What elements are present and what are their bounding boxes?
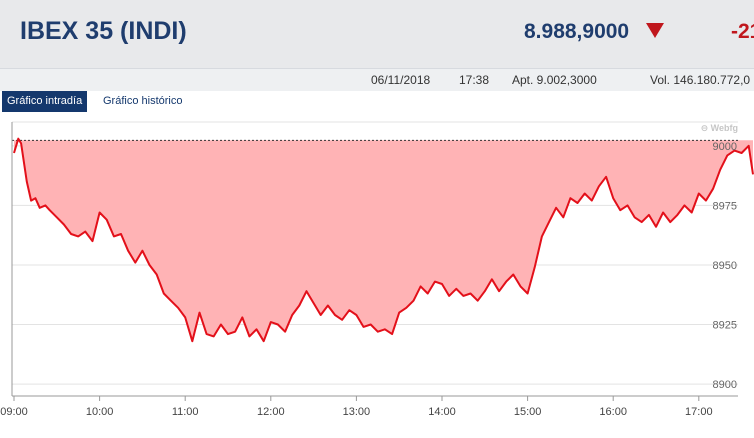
y-tick-label: 8900 (713, 379, 737, 391)
price-line (13, 137, 754, 343)
quote-header: IBEX 35 (INDI) 8.988,9000 -21 (0, 0, 754, 68)
last-price: 8.988,9000 (524, 20, 630, 43)
y-tick-label: 8925 (713, 320, 737, 332)
x-tick-label: 12:00 (257, 406, 285, 418)
x-tick-label: 15:00 (514, 406, 542, 418)
x-tick-label: 10:00 (86, 406, 114, 418)
chart-svg: 09:00 10:00 11:00 12:00 13:00 14:00 15:00 16:00… (0, 121, 754, 418)
x-tick-label: 09:00 (0, 406, 28, 418)
index-title: IBEX 35 (INDI) (20, 17, 187, 45)
y-tick-label: 8975 (713, 200, 737, 212)
price-change: -21 (731, 20, 754, 43)
tab-intraday[interactable]: Gráfico intradía (2, 91, 88, 112)
y-tick-label: 9000 (713, 141, 737, 153)
x-tick-label: 11:00 (172, 406, 199, 418)
down-arrow-icon (646, 23, 664, 38)
watermark-logo: ⊖ Webfg (701, 123, 738, 133)
quote-time: 17:38 (459, 73, 490, 87)
quote-date: 06/11/2018 (371, 73, 431, 87)
y-tick-label: 8950 (713, 260, 737, 272)
intraday-chart: 09:00 10:00 11:00 12:00 13:00 14:00 15:00 16:00… (0, 112, 754, 433)
tab-historic[interactable]: Gráfico histórico (103, 95, 183, 107)
opening-price: Apt. 9.002,3000 (512, 73, 597, 87)
x-tick-label: 16:00 (599, 406, 627, 418)
price-area (14, 138, 753, 342)
x-tick-label: 14:00 (428, 406, 456, 418)
volume: Vol. 146.180.772,0 (650, 73, 751, 87)
x-tick-label: 17:00 (685, 406, 713, 418)
chart-tabs: Gráfico intradía Gráfico histórico (0, 90, 754, 112)
info-bar: 06/11/2018 17:38 Apt. 9.002,3000 Vol. 14… (0, 68, 754, 91)
x-tick-label: 13:00 (343, 406, 371, 418)
